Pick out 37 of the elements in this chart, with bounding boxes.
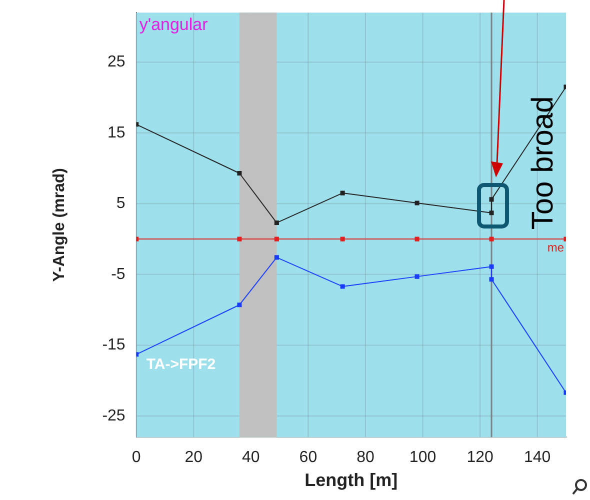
point bbox=[414, 236, 420, 242]
y-tick-label: -5 bbox=[111, 266, 126, 283]
annotation: y'angular bbox=[139, 14, 208, 34]
x-tick-label: 60 bbox=[299, 449, 318, 466]
point bbox=[340, 190, 345, 196]
point bbox=[340, 236, 345, 242]
point bbox=[489, 264, 494, 269]
point bbox=[237, 236, 242, 242]
point bbox=[414, 274, 420, 279]
y-tick-label: 25 bbox=[108, 54, 126, 71]
point bbox=[489, 210, 494, 216]
series-label: me bbox=[547, 240, 564, 254]
point bbox=[237, 302, 242, 308]
annotation: Too broad bbox=[526, 96, 560, 230]
x-axis-title: Length [m] bbox=[304, 470, 398, 490]
point bbox=[237, 170, 242, 176]
x-tick-label: 140 bbox=[524, 449, 551, 466]
x-tick-label: 80 bbox=[356, 449, 374, 466]
y-tick-label: -25 bbox=[102, 407, 126, 424]
y-tick-label: 15 bbox=[108, 124, 126, 142]
point bbox=[414, 200, 420, 206]
x-tick-label: 20 bbox=[184, 449, 203, 466]
point bbox=[489, 277, 494, 282]
y-tick-label: -15 bbox=[102, 336, 126, 354]
x-tick-label: 0 bbox=[132, 449, 141, 466]
point bbox=[274, 255, 279, 260]
point bbox=[274, 236, 279, 242]
x-tick-label: 120 bbox=[466, 449, 494, 466]
x-tick-label: 100 bbox=[409, 449, 436, 466]
series-label: TA->FPF2 bbox=[146, 356, 216, 374]
y-axis-title: Y-Angle (mrad) bbox=[51, 168, 68, 282]
point bbox=[340, 284, 345, 289]
y-tick-label: 5 bbox=[116, 195, 126, 212]
point bbox=[489, 236, 494, 242]
point bbox=[274, 220, 279, 226]
point bbox=[489, 197, 494, 202]
x-tick-label: 40 bbox=[242, 449, 260, 466]
